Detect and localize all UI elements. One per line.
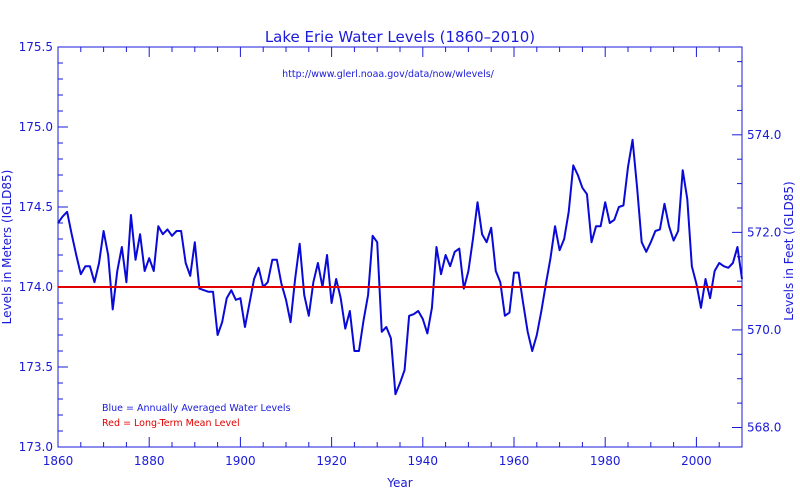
legend-blue: Blue = Annually Averaged Water Levels (102, 403, 291, 414)
y-tick-label-left: 174.0 (19, 280, 53, 294)
y-tick-label-right: 572.0 (747, 225, 781, 239)
x-tick-label: 1960 (499, 454, 530, 468)
y-tick-label-left: 174.5 (19, 200, 53, 214)
series-group (57, 138, 743, 396)
y-tick-label-left: 173.0 (19, 440, 53, 454)
chart-title: Lake Erie Water Levels (1860–2010) (265, 28, 535, 46)
plot-area (57, 46, 743, 448)
legend-red: Red = Long-Term Mean Level (102, 418, 240, 429)
y-tick-label-left: 175.0 (19, 120, 53, 134)
x-tick-label: 1900 (225, 454, 256, 468)
y-axis-label-right: Levels in Feet (IGLD85) (782, 181, 796, 320)
y-tick-label-left: 173.5 (19, 360, 53, 374)
y-tick-label-right: 574.0 (747, 128, 781, 142)
x-tick-label: 1920 (316, 454, 347, 468)
x-axis-label: Year (386, 476, 412, 490)
y-tick-label-left: 175.5 (19, 40, 53, 54)
axis-ticks (57, 46, 743, 448)
source-url: http://www.glerl.noaa.gov/data/now/wleve… (282, 69, 495, 80)
x-tick-label: 1940 (408, 454, 439, 468)
y-tick-label-right: 570.0 (747, 323, 781, 337)
y-axis-label-left: Levels in Meters (IGLD85) (0, 170, 14, 325)
x-tick-label: 2000 (681, 454, 712, 468)
x-tick-label: 1980 (590, 454, 621, 468)
x-tick-label: 1860 (43, 454, 74, 468)
y-tick-label-right: 568.0 (747, 420, 781, 434)
tick-labels: 1860 1880 1900 1920 1940 1960 1980 2000 173.0 173… (19, 40, 782, 468)
annual-water-level-line (57, 138, 743, 396)
x-tick-label: 1880 (134, 454, 165, 468)
